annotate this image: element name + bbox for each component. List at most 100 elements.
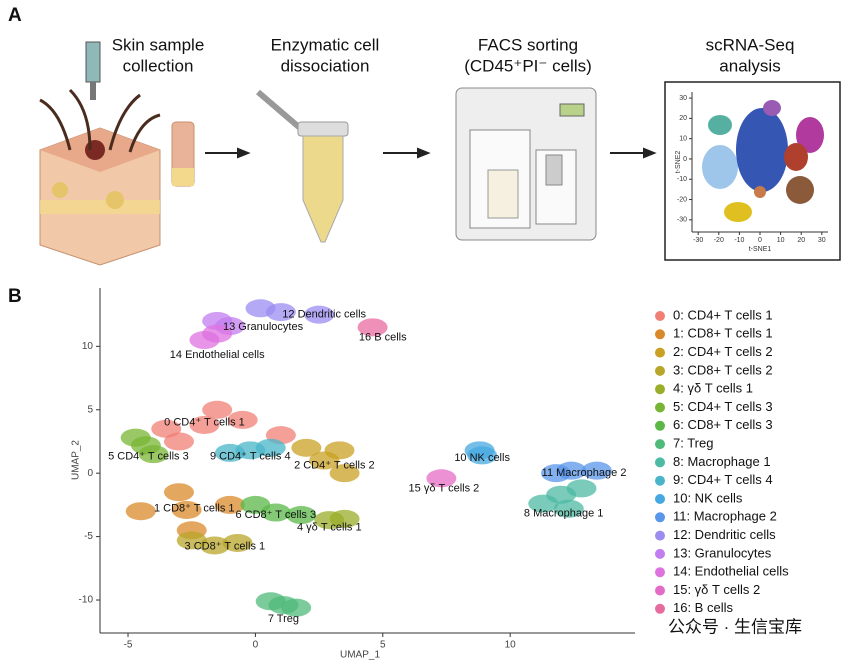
cluster-point — [291, 438, 322, 457]
y-tick-label: -5 — [84, 531, 93, 542]
cluster-point — [467, 446, 498, 465]
cluster-point — [329, 464, 360, 483]
cluster-point — [581, 461, 612, 480]
legend-label: 4: γδ T cells 1 — [673, 381, 753, 396]
skin-illustration — [39, 41, 195, 266]
legend-key — [655, 439, 665, 450]
x-tick-label: 10 — [777, 237, 785, 244]
cluster-label: 16 B cells — [359, 331, 407, 343]
legend-label: 10: NK cells — [673, 490, 743, 505]
step-title: dissociation — [281, 56, 370, 75]
legend-label: 7: Treg — [673, 436, 713, 451]
legend-label: 13: Granulocytes — [673, 545, 772, 560]
y-tick-label: -20 — [677, 196, 687, 203]
step-title: FACS sorting — [478, 35, 578, 54]
cluster-label: 4 γδ T cells 1 — [297, 522, 362, 534]
arrows — [205, 147, 657, 159]
y-tick-label: 0 — [87, 468, 93, 479]
x-tick-label: -20 — [714, 237, 724, 244]
legend-key — [655, 329, 665, 340]
cluster-point — [240, 495, 271, 514]
x-tick-label: 0 — [253, 640, 259, 651]
cluster-point — [528, 494, 559, 513]
cluster-label: 12 Dendritic cells — [282, 309, 366, 321]
watermark: 公众号 · 生信宝库 — [668, 617, 802, 636]
legend-label: 9: CD4+ T cells 4 — [673, 472, 773, 487]
legend-key — [655, 365, 665, 376]
cluster-point — [214, 443, 245, 462]
step-title: Enzymatic cell — [271, 35, 380, 54]
cluster-label: 7 Treg — [268, 613, 299, 625]
legend-label: 8: Macrophage 1 — [673, 454, 771, 469]
legend-label: 5: CD4+ T cells 3 — [673, 399, 773, 414]
step-title: scRNA-Seq — [706, 35, 795, 54]
cluster-label: 11 Macrophage 2 — [542, 467, 627, 479]
cluster-point — [120, 428, 151, 447]
x-tick-label: 5 — [380, 640, 386, 651]
x-tick-label: -30 — [693, 237, 703, 244]
legend-key — [655, 384, 665, 395]
cluster-point — [566, 479, 597, 498]
x-tick-label: 20 — [797, 237, 805, 244]
tube-illustration — [256, 89, 349, 243]
cluster-point — [255, 438, 286, 457]
y-tick-label: -10 — [79, 595, 94, 606]
cluster-label: 9 CD4⁺ T cells 4 — [210, 451, 291, 463]
cluster-point — [281, 598, 312, 617]
legend-key — [655, 457, 665, 468]
cluster-label: 13 Granulocytes — [223, 321, 304, 333]
legend-key — [655, 585, 665, 596]
cluster-point — [138, 445, 169, 464]
cluster-label: 6 CD8⁺ T cells 3 — [235, 509, 316, 521]
y-axis-label: UMAP_2 — [71, 440, 82, 480]
facs-illustration — [455, 87, 597, 241]
tsne-frame — [664, 81, 841, 261]
cluster-point — [163, 432, 194, 451]
y-tick-label: 0 — [683, 156, 687, 163]
cluster-point — [214, 495, 245, 514]
x-axis-label: t-SNE1 — [749, 246, 772, 253]
legend-label: 6: CD8+ T cells 3 — [673, 417, 773, 432]
cluster-label: 8 Macrophage 1 — [524, 508, 604, 520]
cluster-label: 3 CD8⁺ T cells 1 — [185, 541, 266, 553]
legend-label: 1: CD8+ T cells 1 — [673, 326, 773, 341]
cluster-point — [255, 592, 286, 611]
panel-label: A — [8, 5, 22, 26]
legend-label: 3: CD8+ T cells 2 — [673, 362, 773, 377]
cluster-label: 15 γδ T cells 2 — [409, 482, 480, 494]
legend-label: 15: γδ T cells 2 — [673, 582, 760, 597]
cluster-point — [163, 483, 194, 502]
tsne-plot: -30 -20 -10 0 10 20 30 -30 -20 -10 0 10 20 30 t-SNE1 t-… — [675, 92, 828, 253]
cluster-point — [227, 410, 258, 429]
y-tick-label: 10 — [679, 136, 687, 143]
legend-key — [655, 494, 665, 504]
x-tick-label: 30 — [818, 237, 826, 244]
x-axis-label: UMAP_1 — [340, 650, 380, 661]
cluster-label: 5 CD4⁺ T cells 3 — [108, 451, 189, 463]
legend-label: 0: CD4+ T cells 1 — [673, 307, 773, 322]
cluster-point — [171, 500, 202, 519]
cluster-point — [541, 464, 572, 483]
legend-key — [655, 347, 665, 358]
legend-label: 12: Dendritic cells — [673, 527, 776, 542]
legend-key — [655, 530, 665, 541]
step-title: Skin sample — [112, 35, 205, 54]
cluster-point — [189, 415, 220, 434]
legend-key — [655, 567, 665, 578]
panel-label: B — [8, 286, 22, 307]
step-title: (CD45⁺PI⁻ cells) — [464, 56, 592, 75]
legend-key — [655, 311, 665, 321]
step-title: collection — [123, 56, 194, 75]
legend-key — [655, 420, 665, 431]
legend-key — [655, 603, 665, 614]
cluster-label: 0 CD4⁺ T cells 1 — [164, 416, 245, 428]
y-tick-label: 30 — [679, 95, 687, 102]
cluster-point — [304, 305, 335, 324]
cluster-point — [426, 469, 457, 488]
cluster-point — [176, 531, 207, 550]
cluster-point — [357, 318, 388, 337]
cluster-point — [324, 441, 355, 460]
y-tick-label: 20 — [679, 115, 687, 122]
cluster-label: 2 CD4⁺ T cells 2 — [294, 459, 375, 471]
